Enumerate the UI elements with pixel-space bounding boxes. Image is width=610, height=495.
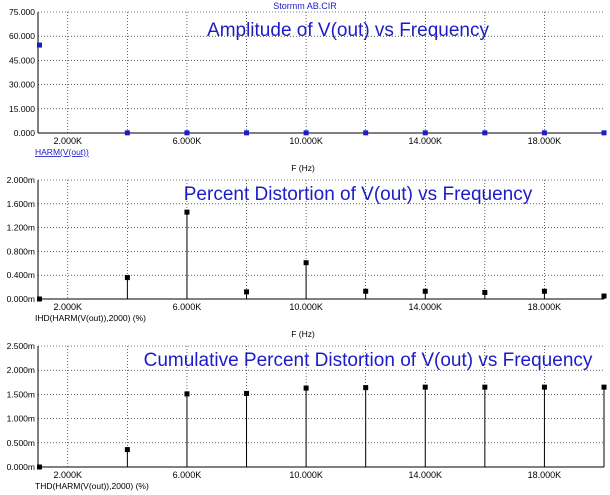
window-title: Stormm AB.CIR [273,1,337,11]
x-tick-label: 10.000K [289,136,323,146]
data-point [482,130,488,136]
x-tick-label: 6.000K [173,302,202,312]
y-tick-label: 30.000 [9,80,35,90]
data-point [244,390,250,396]
data-point [482,289,488,295]
y-tick-label: 1.200m [7,223,35,233]
y-tick-label: 45.000 [9,55,35,65]
y-tick-label: 1.600m [7,199,35,209]
y-tick-label: 2.000m [7,175,35,185]
data-point [303,260,309,266]
series-label: HARM(V(out)) [35,147,89,157]
data-point [601,293,607,299]
data-point [363,385,369,391]
chart-title: Cumulative Percent Distortion of V(out) … [144,350,593,371]
data-point [482,384,488,390]
y-tick-label: 0.000m [7,294,35,304]
y-tick-label: 0.000 [14,128,36,138]
chart-title: Percent Distortion of V(out) vs Frequenc… [184,184,533,205]
data-point [422,384,428,390]
y-tick-label: 2.500m [7,341,35,351]
y-tick-label: 75.000 [9,7,35,17]
x-axis-label: F (Hz) [291,163,315,173]
x-tick-label: 10.000K [289,302,323,312]
data-point [303,130,309,136]
y-tick-label: 15.000 [9,104,35,114]
data-point [363,288,369,294]
plot-panel-3: 0.000m 0.500m 1.000m 1.500m 2.000m 2.500m 2.00… [7,341,607,491]
x-axis-label: F (Hz) [291,329,315,339]
data-point [244,289,250,295]
y-tick-label: 0.500m [7,438,35,448]
data-point [124,447,130,453]
x-tick-label: 10.000K [289,470,323,480]
data-point [422,130,428,136]
plot-panel-1: 0.000 15.000 30.000 45.000 60.000 75.000 2.000… [9,7,607,173]
x-tick-label: 14.000K [408,470,442,480]
y-tick-label: 0.400m [7,270,35,280]
x-tick-label: 18.000K [528,136,562,146]
x-tick-label: 6.000K [173,470,202,480]
data-point [124,130,130,136]
data-point [244,130,250,136]
chart-title: Amplitude of V(out) vs Frequency [207,20,489,41]
data-point [184,130,190,136]
series-label: THD(HARM(V(out)),2000) (%) [35,481,149,491]
data-point [541,288,547,294]
x-tick-label: 14.000K [408,136,442,146]
data-point [184,391,190,397]
data-point [124,275,130,281]
y-tick-label: 2.000m [7,365,35,375]
data-point [601,130,607,136]
y-tick-label: 0.800m [7,246,35,256]
data-point [37,296,42,302]
data-point [37,42,42,48]
x-tick-label: 18.000K [528,470,562,480]
plot-panel-2: 0.000m 0.400m 0.800m 1.200m 1.600m 2.000m 2.00… [7,175,607,339]
x-tick-label: 18.000K [528,302,562,312]
y-tick-label: 60.000 [9,31,35,41]
data-point [184,209,190,215]
x-tick-label: 2.000K [54,302,83,312]
data-point [422,288,428,294]
data-point [541,130,547,136]
x-tick-label: 6.000K [173,136,202,146]
y-tick-label: 0.000m [7,462,35,472]
data-point [37,464,42,470]
data-point [363,130,369,136]
x-tick-label: 14.000K [408,302,442,312]
x-tick-label: 2.000K [54,136,83,146]
y-tick-label: 1.000m [7,414,35,424]
data-point [601,384,607,390]
x-tick-label: 2.000K [54,470,83,480]
series-label: IHD(HARM(V(out)),2000) (%) [35,313,146,323]
data-point [541,384,547,390]
data-point [303,385,309,391]
y-tick-label: 1.500m [7,389,35,399]
